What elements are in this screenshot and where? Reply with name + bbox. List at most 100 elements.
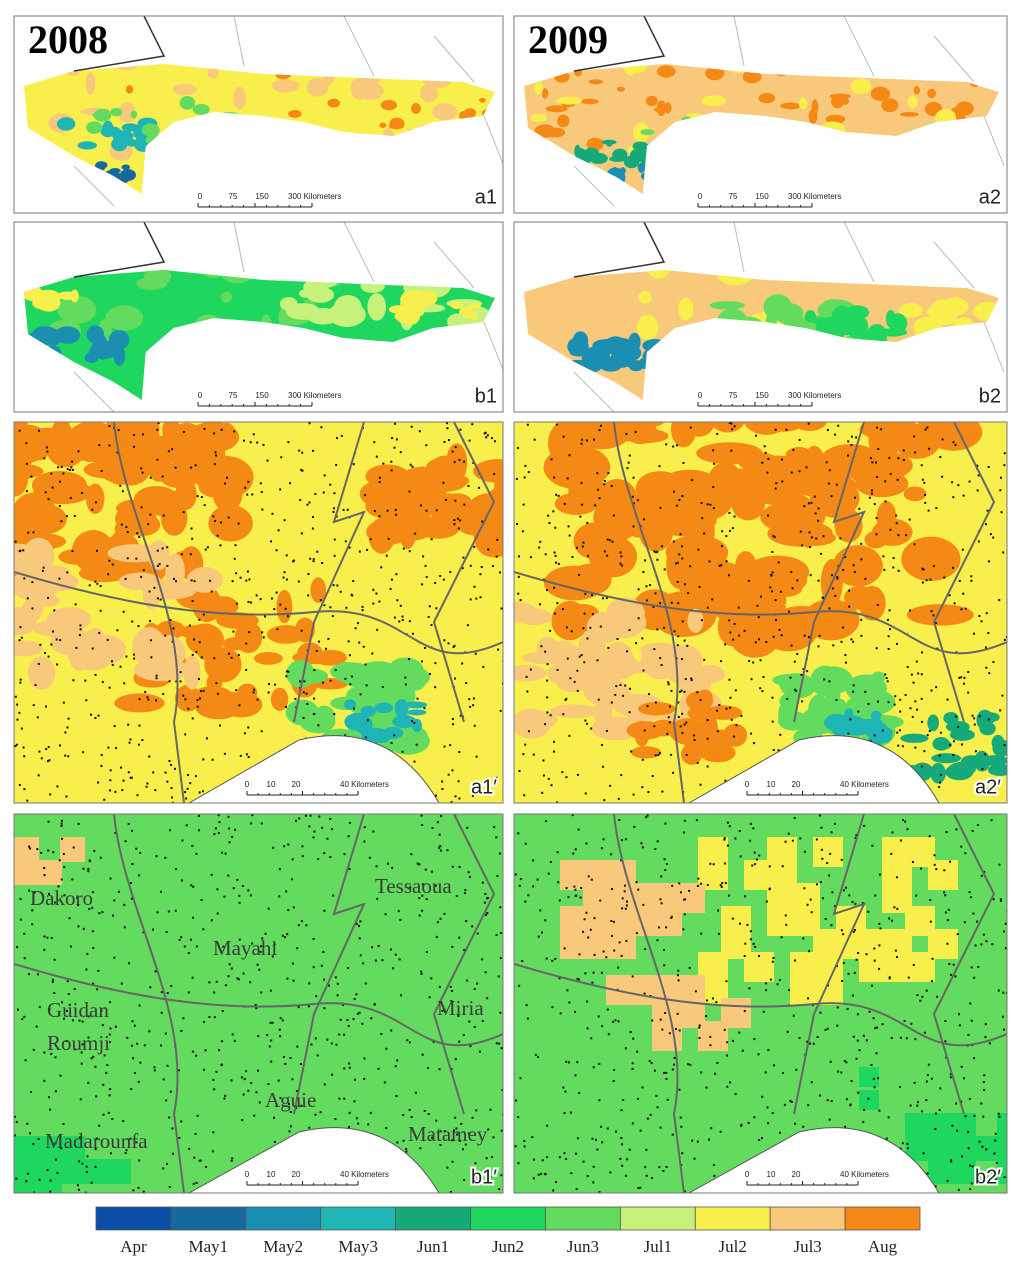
settlement-dot <box>977 966 980 969</box>
settlement-dot <box>844 1125 847 1128</box>
settlement-dot <box>148 1030 151 1033</box>
settlement-dot <box>658 465 661 468</box>
settlement-dot <box>807 422 810 425</box>
settlement-dot <box>51 630 54 633</box>
settlement-dot <box>157 422 160 425</box>
settlement-dot <box>495 934 498 937</box>
settlement-dot <box>810 536 813 539</box>
class-patch <box>14 607 37 636</box>
settlement-dot <box>329 855 332 858</box>
class-patch <box>396 312 411 323</box>
settlement-dot <box>179 671 182 674</box>
settlement-dot <box>738 1031 741 1034</box>
settlement-dot <box>884 480 887 483</box>
settlement-dot <box>497 648 500 651</box>
class-patch <box>630 746 662 759</box>
class-patch <box>583 677 630 707</box>
settlement-dot <box>62 853 65 856</box>
settlement-dot <box>601 1141 604 1144</box>
settlement-dot <box>475 1109 478 1112</box>
settlement-dot <box>851 994 854 997</box>
settlement-dot <box>655 1094 658 1097</box>
settlement-dot <box>876 700 879 703</box>
settlement-dot <box>519 1077 522 1080</box>
settlement-dot <box>469 564 472 567</box>
settlement-dot <box>54 1056 57 1059</box>
settlement-dot <box>952 496 955 499</box>
settlement-dot <box>101 1024 104 1027</box>
settlement-dot <box>950 1159 953 1162</box>
scale-bar-label: 150 <box>255 391 269 400</box>
settlement-dot <box>780 634 783 637</box>
settlement-dot <box>148 619 151 622</box>
settlement-dot <box>252 433 255 436</box>
settlement-dot <box>117 890 120 893</box>
settlement-dot <box>932 565 935 568</box>
settlement-dot <box>840 640 843 643</box>
settlement-dot <box>868 1010 871 1013</box>
settlement-dot <box>659 898 662 901</box>
settlement-dot <box>641 637 644 640</box>
settlement-dot <box>829 1060 832 1063</box>
settlement-dot <box>794 959 797 962</box>
settlement-dot <box>246 493 249 496</box>
settlement-dot <box>885 1137 888 1140</box>
settlement-dot <box>888 609 891 612</box>
settlement-dot <box>463 892 466 895</box>
settlement-dot <box>806 903 809 906</box>
settlement-dot <box>47 892 50 895</box>
settlement-dot <box>668 721 671 724</box>
settlement-dot <box>615 1130 618 1133</box>
settlement-dot <box>619 683 622 686</box>
settlement-dot <box>654 847 657 850</box>
settlement-dot <box>632 793 635 796</box>
settlement-dot <box>990 819 993 822</box>
settlement-dot <box>281 934 284 937</box>
year-label: 2009 <box>528 17 608 62</box>
settlement-dot <box>817 519 820 522</box>
settlement-dot <box>621 907 624 910</box>
settlement-dot <box>826 428 829 431</box>
settlement-dot <box>591 613 594 616</box>
settlement-dot <box>889 628 892 631</box>
settlement-dot <box>369 538 372 541</box>
settlement-dot <box>227 652 230 655</box>
settlement-dot <box>253 1114 256 1117</box>
settlement-dot <box>476 932 479 935</box>
settlement-dot <box>49 1108 52 1111</box>
settlement-dot <box>677 701 680 704</box>
settlement-dot <box>339 1018 342 1021</box>
settlement-dot <box>258 1101 261 1104</box>
class-patch <box>368 518 395 554</box>
settlement-dot <box>733 425 736 428</box>
settlement-dot <box>796 579 799 582</box>
settlement-dot <box>631 1062 634 1065</box>
settlement-dot <box>587 936 590 939</box>
settlement-dot <box>658 752 661 755</box>
settlement-dot <box>922 1152 925 1155</box>
settlement-dot <box>349 821 352 824</box>
settlement-dot <box>184 698 187 701</box>
settlement-dot <box>642 571 645 574</box>
settlement-dot <box>168 1116 171 1119</box>
class-patch <box>949 728 975 741</box>
settlement-dot <box>683 913 686 916</box>
settlement-dot <box>190 579 193 582</box>
class-patch <box>54 326 81 344</box>
settlement-dot <box>719 660 722 663</box>
settlement-dot <box>518 884 521 887</box>
legend-label: Apr <box>120 1237 147 1256</box>
settlement-dot <box>666 732 669 735</box>
settlement-dot <box>395 438 398 441</box>
class-patch <box>922 422 960 425</box>
settlement-dot <box>985 666 988 669</box>
settlement-dot <box>113 956 116 959</box>
settlement-dot <box>53 901 56 904</box>
settlement-dot <box>224 984 227 987</box>
settlement-dot <box>826 1027 829 1030</box>
settlement-dot <box>261 631 264 634</box>
settlement-dot <box>926 1172 929 1175</box>
settlement-dot <box>852 1035 855 1038</box>
settlement-dot <box>693 739 696 742</box>
settlement-dot <box>92 946 95 949</box>
